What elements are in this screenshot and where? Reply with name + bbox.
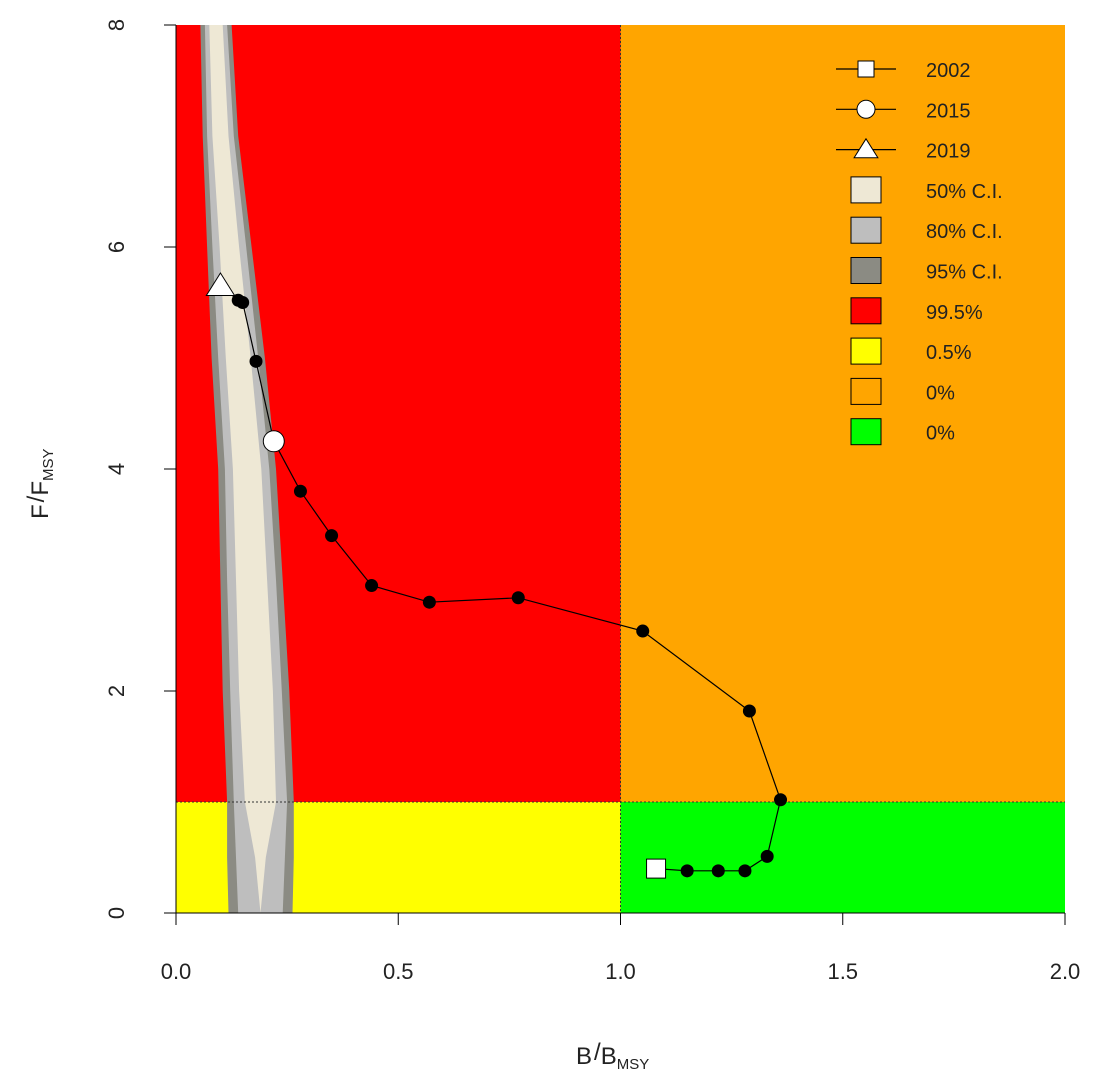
legend-label: 99.5% [926, 302, 983, 324]
y-tick-label: 4 [104, 463, 129, 475]
point-2009 [636, 624, 650, 638]
x-tick-label: 1.5 [827, 959, 858, 984]
y-tick-label: 0 [104, 907, 129, 919]
point-2008 [742, 704, 756, 718]
legend-swatch [850, 377, 882, 405]
legend-swatch [850, 257, 882, 284]
point-2005 [738, 864, 752, 878]
x-axis-title-main-denominator: B [601, 1043, 617, 1070]
reference-lines [176, 25, 1065, 913]
legend-label: 0% [926, 423, 955, 445]
point-2016 [249, 354, 263, 368]
point-2007 [774, 793, 788, 807]
point-2014 [293, 484, 307, 498]
legend-marker-2015 [856, 99, 876, 119]
point-2013 [325, 529, 339, 543]
kobe-quadrants [176, 25, 1065, 913]
legend-entry-0-: 0% [850, 418, 955, 446]
axes: 0.0 0.5 1.0 1.5 2.0 0 2 4 6 8 [104, 19, 1080, 984]
legend-label: 50% C.I. [926, 181, 1003, 203]
point-2004 [711, 864, 725, 878]
y-axis-title-main-denominator: F [27, 481, 54, 496]
x-axis-title: B/BMSY [576, 1039, 649, 1073]
x-tick-label: 1.0 [605, 959, 636, 984]
legend-label: 2002 [926, 60, 971, 82]
point-2012 [365, 579, 379, 593]
legend-label: 80% C.I. [926, 221, 1003, 243]
quadrant-not-overfished-overfishing [620, 25, 1065, 802]
y-axis-title: F/FMSY [23, 448, 57, 519]
legend-entry-50-c-i-: 50% C.I. [850, 176, 1003, 204]
y-tick-label: 8 [104, 19, 129, 31]
x-tick-label: 0.5 [383, 959, 414, 984]
point-2010 [511, 591, 525, 605]
legend-label: 2019 [926, 141, 971, 163]
legend-entry-0-5-: 0.5% [850, 337, 972, 365]
point-2006 [760, 849, 774, 863]
legend-entry-80-c-i-: 80% C.I. [850, 216, 1003, 244]
legend: 2002 2015 2019 50% C.I. 80% C.I. 95% C.I. 99.5… [836, 60, 1003, 446]
legend-label: 0.5% [926, 342, 972, 364]
x-tick-label: 2.0 [1050, 959, 1081, 984]
legend-marker-2002 [857, 60, 875, 78]
legend-label: 95% C.I. [926, 262, 1003, 284]
x-axis-title-sub: MSY [617, 1056, 650, 1073]
y-tick-label: 6 [104, 241, 129, 253]
marker-2015 [262, 430, 285, 453]
legend-entry-2002: 2002 [836, 60, 971, 82]
svg-text:F/FMSY: F/FMSY [23, 448, 57, 519]
legend-entry-0-: 0% [850, 377, 955, 405]
y-axis-title-main: F [27, 504, 54, 519]
legend-swatch [850, 216, 882, 244]
legend-label: 0% [926, 382, 955, 404]
x-axis-title-main: B [576, 1043, 592, 1070]
band-ci50 [209, 25, 276, 913]
svg-text:B/BMSY: B/BMSY [576, 1039, 649, 1073]
legend-entry-2015: 2015 [836, 99, 971, 122]
y-axis-title-sub: MSY [40, 448, 57, 481]
point-2018 [231, 293, 245, 307]
point-2011 [422, 595, 436, 609]
legend-swatch [850, 418, 882, 446]
quadrant-not-overfished-not-overfishing [620, 802, 1065, 913]
legend-swatch [850, 176, 882, 204]
legend-swatch [850, 297, 882, 325]
confidence-bands [200, 25, 294, 913]
legend-marker-2019 [853, 137, 879, 159]
marker-2019 [205, 272, 236, 296]
legend-entry-95-c-i-: 95% C.I. [850, 257, 1003, 284]
marker-2002 [646, 858, 667, 879]
legend-entry-99-5-: 99.5% [850, 297, 983, 325]
legend-label: 2015 [926, 100, 971, 122]
y-tick-label: 2 [104, 685, 129, 697]
x-tick-label: 0.0 [161, 959, 192, 984]
point-2003 [680, 864, 694, 878]
trajectory [205, 272, 788, 879]
legend-entry-2019: 2019 [836, 137, 971, 163]
legend-swatch [850, 337, 882, 365]
